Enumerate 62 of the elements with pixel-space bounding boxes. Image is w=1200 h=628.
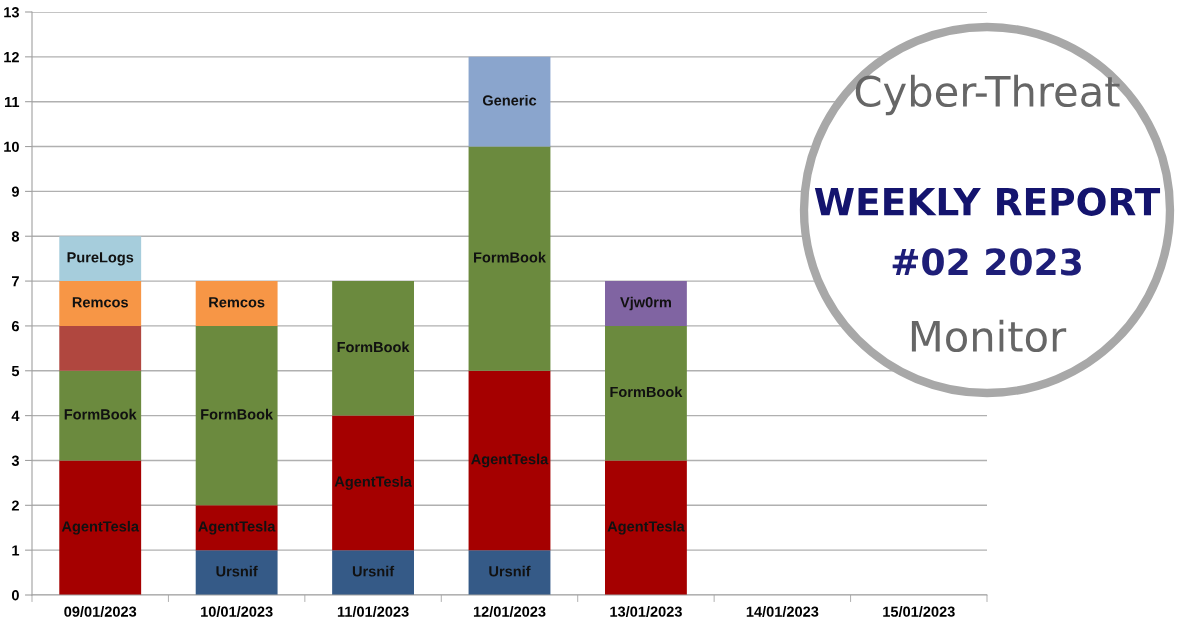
annotation: Cyber-Threat (855, 74, 1120, 116)
y-tick-label: 8 (11, 231, 20, 242)
y-tick-label: 7 (12, 276, 19, 287)
bar (468, 550, 551, 595)
text: AgentTesla (198, 520, 276, 535)
bar (195, 505, 278, 551)
series-label: Generic (482, 94, 537, 106)
text: FormBook (337, 341, 410, 353)
bar (468, 146, 551, 371)
bar (59, 460, 142, 595)
text: FormBook (610, 386, 683, 398)
text: FormBook (201, 408, 274, 420)
y-tick-label: 13 (4, 7, 19, 18)
annotation: Monitor (911, 319, 1067, 353)
text: AgentTesla (471, 453, 549, 468)
series-label: FormBook (64, 408, 137, 420)
y-tick-label: 6 (11, 321, 19, 332)
y-tick-label: 4 (11, 410, 20, 421)
bar (59, 236, 142, 282)
series-label: Remcos (209, 297, 265, 308)
bar (605, 281, 687, 326)
series-label: Vjw0rm (620, 296, 671, 311)
text: Ursnif (489, 565, 531, 577)
bar (332, 281, 414, 416)
bar (332, 550, 414, 595)
bar (59, 370, 142, 461)
text: AgentTesla (607, 520, 685, 535)
bar (195, 550, 278, 595)
y-tick-label: 12 (4, 51, 19, 63)
x-tick-label: 11/01/2023 (337, 606, 409, 617)
text: Remcos (72, 297, 128, 308)
series-label: AgentTesla (61, 520, 140, 535)
bar (59, 281, 142, 326)
bar (468, 56, 551, 147)
bar (468, 370, 551, 551)
x-tick-label: 13/01/2023 (610, 606, 682, 617)
bar (195, 325, 278, 506)
series-label: PureLogs (67, 252, 134, 266)
x-tick-label: 10/01/2023 (201, 606, 273, 617)
y-tick-label: 9 (11, 186, 19, 197)
x-tick-label: 14/01/2023 (746, 606, 819, 617)
y-tick-label: 10 (4, 141, 19, 152)
y-tick-label: 5 (11, 366, 20, 377)
y-tick-label: 0 (11, 590, 19, 601)
bar (195, 281, 278, 326)
y-tick-label: 2 (11, 500, 19, 511)
bar (332, 415, 414, 551)
text: #02 2023 (892, 248, 1081, 276)
bar (605, 460, 687, 595)
bar (59, 325, 142, 371)
series-label: Ursnif (216, 565, 258, 577)
text: FormBook (474, 251, 546, 263)
y-tick-label: 11 (5, 96, 20, 107)
text: WEEKLY REPORT (814, 187, 1161, 216)
x-tick-label: 09/01/2023 (64, 606, 137, 617)
x-tick-label: 12/01/2023 (473, 606, 546, 617)
bar (605, 325, 687, 461)
text: Ursnif (352, 565, 395, 577)
y-tick-label: 3 (11, 455, 19, 466)
x-tick-label: 15/01/2023 (883, 606, 955, 617)
text: AgentTesla (334, 476, 412, 490)
y-tick-label: 1 (12, 545, 20, 556)
